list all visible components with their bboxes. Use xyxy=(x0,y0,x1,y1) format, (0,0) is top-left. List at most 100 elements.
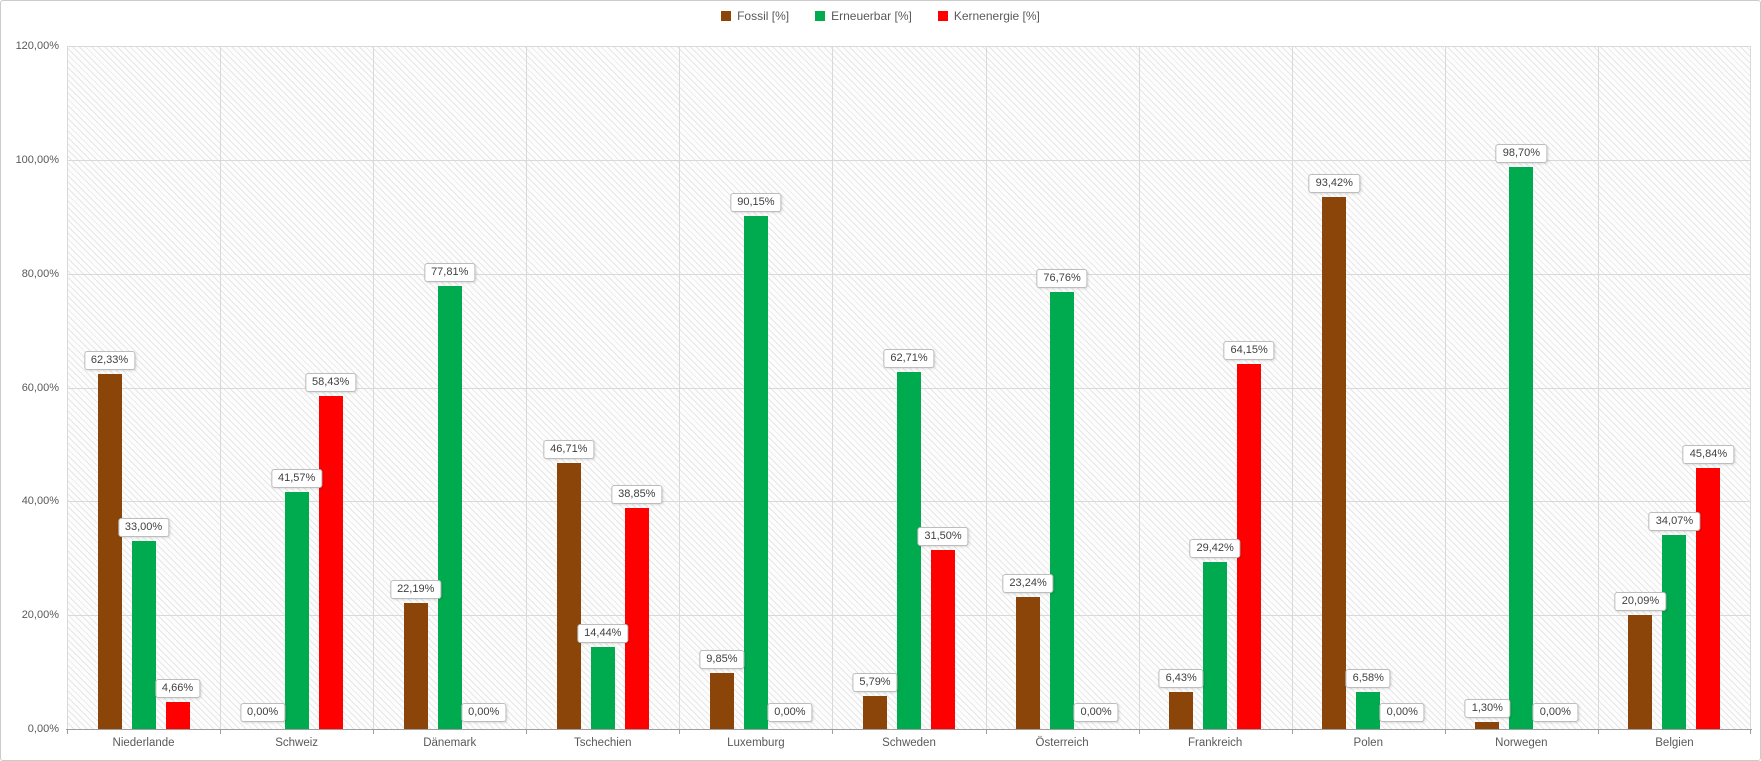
bar-erneuerbar-frankreich xyxy=(1203,561,1228,729)
legend-label: Kernenergie [%] xyxy=(953,9,1040,23)
x-axis-tick xyxy=(1139,730,1140,734)
x-axis-tick xyxy=(526,730,527,734)
bar-value-label: 6,43% xyxy=(1158,669,1204,689)
legend: Fossil [%] Erneuerbar [%] Kernenergie [%] xyxy=(1,9,1760,23)
bar-value-label: 22,19% xyxy=(390,579,442,599)
legend-label: Fossil [%] xyxy=(737,9,790,23)
x-axis-tick xyxy=(679,730,680,734)
bar-erneuerbar-luxemburg xyxy=(743,215,768,729)
y-tick-label: 120,00% xyxy=(15,40,59,52)
bar-erneuerbar-schweiz xyxy=(284,492,309,729)
bar-value-label: 62,33% xyxy=(83,351,136,371)
legend-item-kernenergie: Kernenergie [%] xyxy=(937,9,1040,23)
x-category-label: Polen xyxy=(1353,737,1383,749)
x-axis: Niederlande Schweiz Dänemark Tschechien Luxe… xyxy=(67,737,1751,757)
category-separator xyxy=(67,46,68,729)
bar-erneuerbar-niederlande xyxy=(131,541,156,729)
bar-erneuerbar-tschechien xyxy=(590,646,615,729)
y-axis: 0,00% 20,00% 40,00% 60,00% 80,00% 100,00% 120,… xyxy=(1,40,59,735)
legend-label: Erneuerbar [%] xyxy=(831,9,912,23)
bar-fossil-d-nemark xyxy=(403,602,428,729)
category-separator xyxy=(526,46,527,729)
bar-value-label: 93,42% xyxy=(1308,174,1360,194)
bar-erneuerbar-polen xyxy=(1356,691,1381,729)
bar-erneuerbar-d-nemark xyxy=(437,286,462,729)
category-separator xyxy=(679,46,680,729)
bar-value-label: 64,15% xyxy=(1223,340,1275,360)
bar-kernenergie-schweden xyxy=(931,549,955,729)
bar-fossil-belgien xyxy=(1628,614,1653,729)
bar-value-label: 58,43% xyxy=(304,373,357,393)
x-axis-tick xyxy=(373,730,374,734)
bar-value-label: 0,00% xyxy=(1379,703,1425,722)
x-axis-tick xyxy=(986,730,987,734)
legend-swatch-icon xyxy=(721,11,732,21)
x-axis-tick xyxy=(1292,730,1293,734)
bar-value-label: 41,57% xyxy=(270,469,323,489)
x-axis-tick xyxy=(1445,730,1446,734)
bar-erneuerbar-sterreich xyxy=(1050,292,1075,729)
legend-item-erneuerbar: Erneuerbar [%] xyxy=(815,9,912,23)
bar-erneuerbar-schweden xyxy=(897,372,921,729)
legend-swatch-icon xyxy=(815,11,826,21)
x-axis-tick xyxy=(1750,730,1751,734)
x-category-label: Schweden xyxy=(882,737,936,749)
bar-value-label: 31,50% xyxy=(917,526,969,546)
bar-value-label: 0,00% xyxy=(240,703,286,722)
x-category-label: Frankreich xyxy=(1188,737,1243,749)
category-separator xyxy=(220,46,221,729)
bar-value-label: 20,09% xyxy=(1614,591,1667,611)
x-axis-tick xyxy=(220,730,221,734)
bar-fossil-sterreich xyxy=(1016,596,1041,729)
x-category-label: Luxemburg xyxy=(727,737,785,749)
bar-value-label: 33,00% xyxy=(117,518,170,538)
legend-item-fossil: Fossil [%] xyxy=(721,9,789,23)
bar-value-label: 6,58% xyxy=(1345,668,1391,688)
bar-kernenergie-belgien xyxy=(1696,468,1721,729)
bar-fossil-norwegen xyxy=(1475,721,1500,729)
bar-fossil-tschechien xyxy=(556,463,581,729)
category-separator xyxy=(1445,46,1446,729)
bar-value-label: 98,70% xyxy=(1495,144,1548,164)
bar-value-label: 5,79% xyxy=(852,673,898,693)
bar-value-label: 77,81% xyxy=(424,263,476,283)
category-separator xyxy=(1292,46,1293,729)
category-separator xyxy=(986,46,987,729)
bar-value-label: 1,30% xyxy=(1464,698,1510,718)
bar-kernenergie-niederlande xyxy=(165,702,190,729)
bar-value-label: 34,07% xyxy=(1648,512,1701,532)
x-axis-tick xyxy=(67,730,68,734)
x-category-label: Niederlande xyxy=(112,737,175,749)
y-tick-label: 100,00% xyxy=(15,153,59,166)
bar-value-label: 0,00% xyxy=(1073,703,1119,722)
bar-erneuerbar-norwegen xyxy=(1509,167,1534,729)
x-category-label: Norwegen xyxy=(1495,737,1548,749)
bar-value-label: 45,84% xyxy=(1682,445,1735,465)
category-separator xyxy=(1139,46,1140,729)
bar-value-label: 90,15% xyxy=(730,192,782,212)
y-tick-label: 0,00% xyxy=(27,723,59,735)
category-separator xyxy=(373,46,374,729)
category-separator xyxy=(1750,46,1751,729)
bar-value-label: 29,42% xyxy=(1189,538,1241,558)
bar-value-label: 0,00% xyxy=(1532,703,1578,722)
bar-value-label: 14,44% xyxy=(577,623,629,643)
bar-kernenergie-tschechien xyxy=(624,507,649,729)
gridline-120 xyxy=(67,46,1751,47)
bar-kernenergie-schweiz xyxy=(318,396,343,729)
bar-erneuerbar-belgien xyxy=(1662,535,1687,729)
x-category-label: Belgien xyxy=(1655,737,1694,749)
bar-fossil-frankreich xyxy=(1169,692,1194,729)
y-tick-label: 40,00% xyxy=(21,495,59,508)
bar-fossil-schweden xyxy=(863,696,887,729)
x-category-label: Tschechien xyxy=(574,737,632,749)
bar-value-label: 38,85% xyxy=(611,484,663,504)
x-axis-tick xyxy=(832,730,833,734)
legend-swatch-icon xyxy=(937,11,948,21)
plot-area: 62,33% 33,00% 4,66% 0,00% 41,57% 58,43% 22,19%… xyxy=(67,46,1751,729)
bar-value-label: 4,66% xyxy=(154,679,201,699)
bar-value-label: 23,24% xyxy=(1002,573,1054,593)
x-category-label: Dänemark xyxy=(423,737,477,749)
y-tick-label: 80,00% xyxy=(21,267,59,280)
